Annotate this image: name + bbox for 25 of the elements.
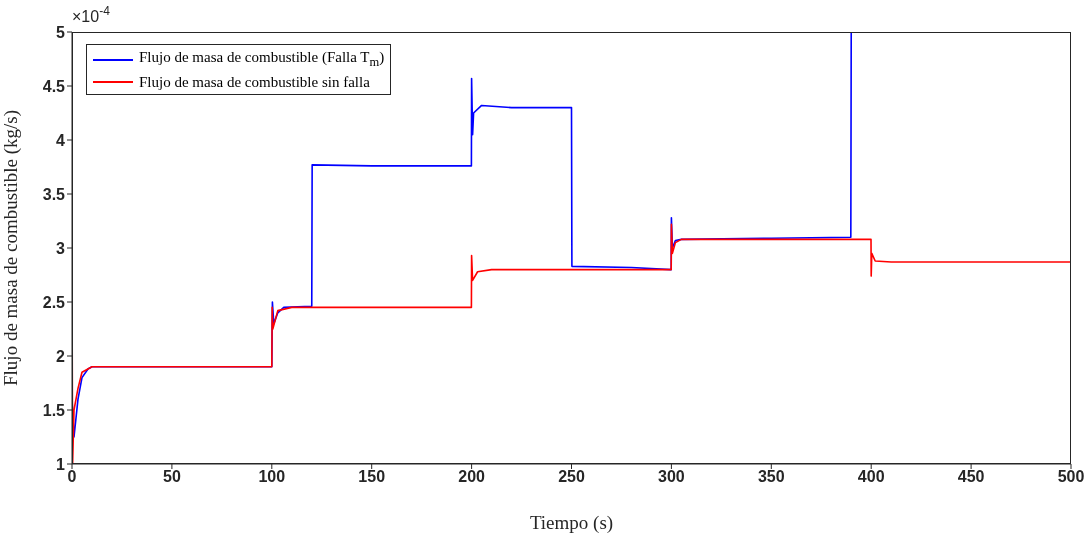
- y-tick-label: 3.5: [42, 185, 66, 203]
- x-tick-label: 50: [163, 468, 181, 486]
- x-tick-label: 450: [957, 468, 985, 486]
- y-tick-label: 5: [56, 23, 66, 41]
- y-axis-title: Flujo de masa de combustible (kg/s): [0, 110, 22, 386]
- x-tick-label: 0: [67, 468, 77, 486]
- y-tick-label: 1: [56, 455, 66, 473]
- y-tick-label: 4.5: [42, 77, 66, 95]
- x-tick-label: 200: [458, 468, 486, 486]
- y-tick-label: 1.5: [42, 401, 66, 419]
- y-tick-label: 3: [56, 239, 66, 257]
- x-tick-label: 250: [558, 468, 585, 486]
- x-axis-title: Tiempo (s): [529, 512, 614, 534]
- x-tick-label: 100: [258, 468, 286, 486]
- y-tick-label: 2: [56, 347, 66, 365]
- y-tick-label: 4: [56, 131, 66, 149]
- text: ×10$^{-4}$: [72, 4, 111, 25]
- legend-label: Flujo de masa de combustible sin falla: [139, 73, 370, 92]
- x-tick-label: 500: [1057, 468, 1085, 486]
- x-tick-label: 300: [658, 468, 685, 486]
- y-tick-label: 2.5: [42, 293, 66, 311]
- x-tick-label: 400: [857, 468, 885, 486]
- x-tick-label: 350: [757, 468, 785, 486]
- legend-label: Flujo de masa de combustible (Falla T$_{m}$): [139, 48, 385, 71]
- x-tick-label: 150: [358, 468, 386, 486]
